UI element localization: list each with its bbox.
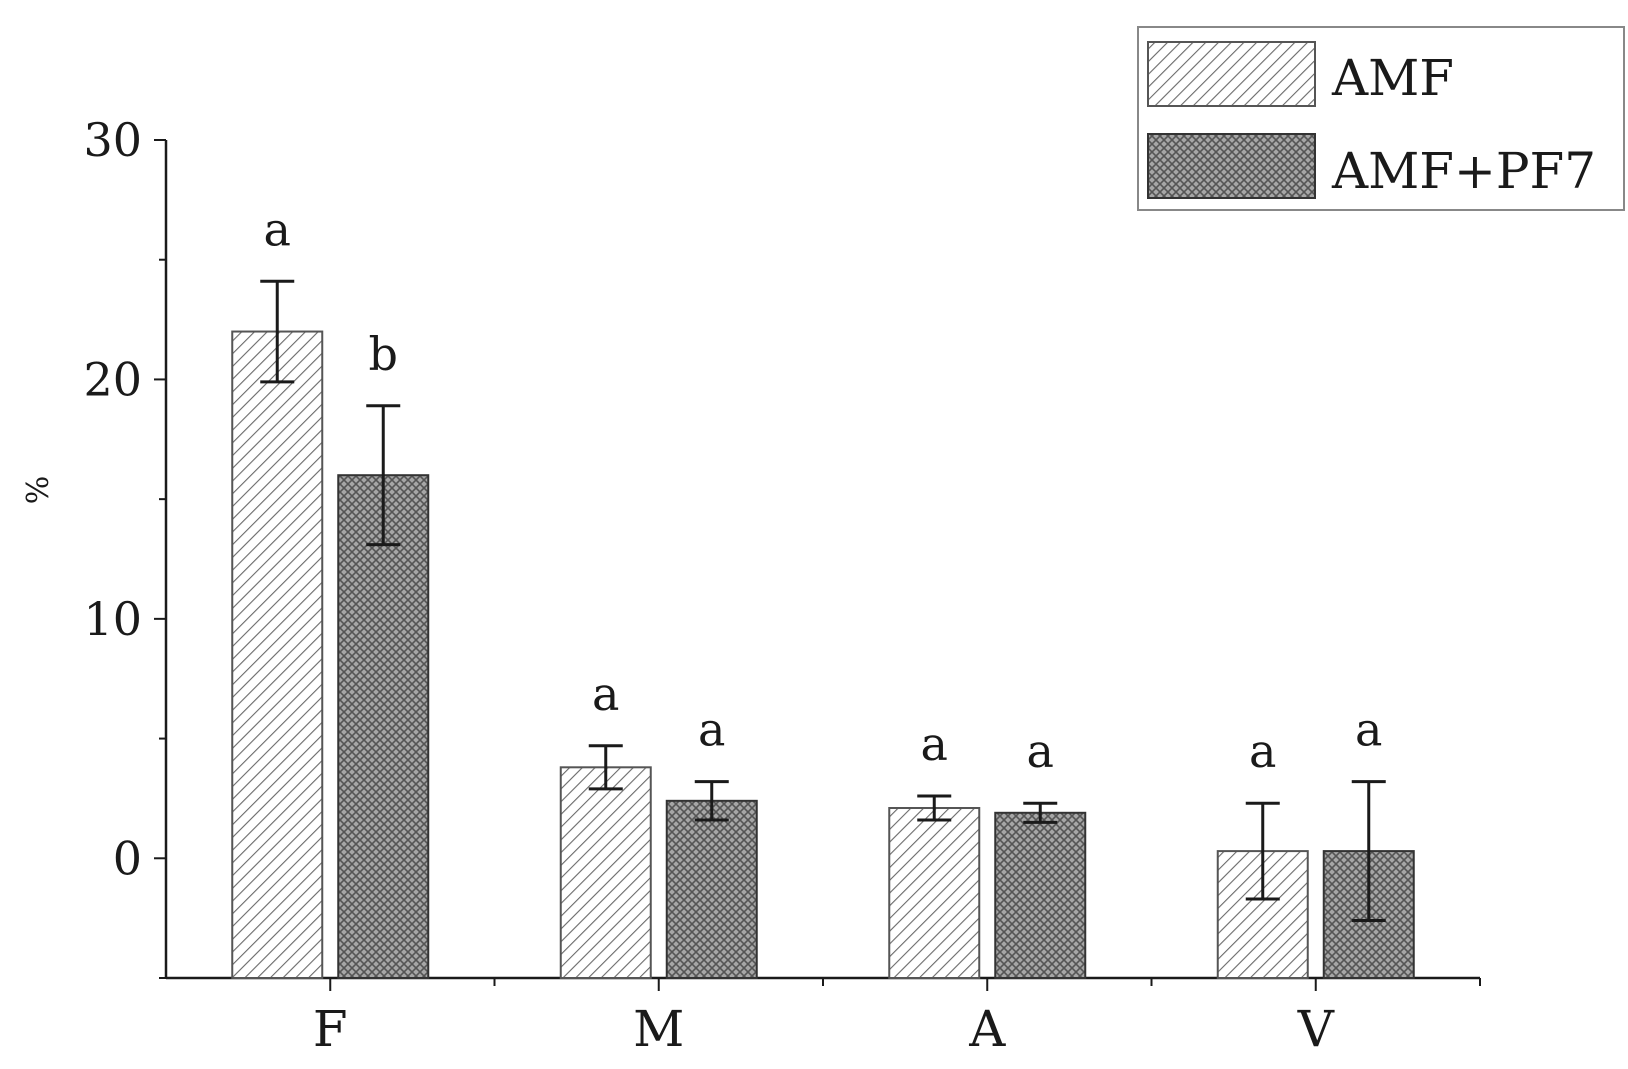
bar-amf-m [559, 766, 652, 979]
bar-amf-pf7-m [665, 799, 758, 980]
legend-swatch-amf [1147, 41, 1316, 107]
legend-swatch-amf-pf7 [1147, 133, 1316, 199]
significance-letter: b [369, 327, 398, 381]
x-tick-label: V [1297, 1000, 1335, 1058]
bar-amf-pf7-a [994, 811, 1087, 980]
x-tick-label: M [633, 1000, 684, 1058]
significance-letter: a [1355, 703, 1382, 757]
significance-letter: a [698, 703, 725, 757]
significance-letter: a [1249, 724, 1276, 778]
y-tick-label: 20 [83, 352, 142, 406]
x-tick-label: A [968, 1000, 1006, 1058]
y-tick-label: 30 [83, 113, 142, 167]
significance-letter: a [264, 202, 291, 256]
significance-letter: a [1027, 724, 1054, 778]
significance-letter: a [921, 717, 948, 771]
y-tick-label: 0 [113, 831, 142, 885]
bar-amf-pf7-f [337, 474, 430, 979]
bar-amf-f [231, 330, 324, 979]
plot-area: 0 10 20 30 F M A Va a a a b a a a [83, 113, 1481, 1058]
bar-amf-a [888, 807, 981, 980]
y-tick-label: 10 [83, 592, 142, 646]
legend-label-amf-pf7: AMF+PF7 [1331, 142, 1596, 200]
x-tick-label: F [313, 1000, 348, 1058]
legend-label-amf: AMF [1331, 49, 1454, 107]
y-axis-label: % [21, 476, 56, 505]
significance-letter: a [592, 667, 619, 721]
legend: AMF AMF+PF7 [1137, 26, 1625, 211]
